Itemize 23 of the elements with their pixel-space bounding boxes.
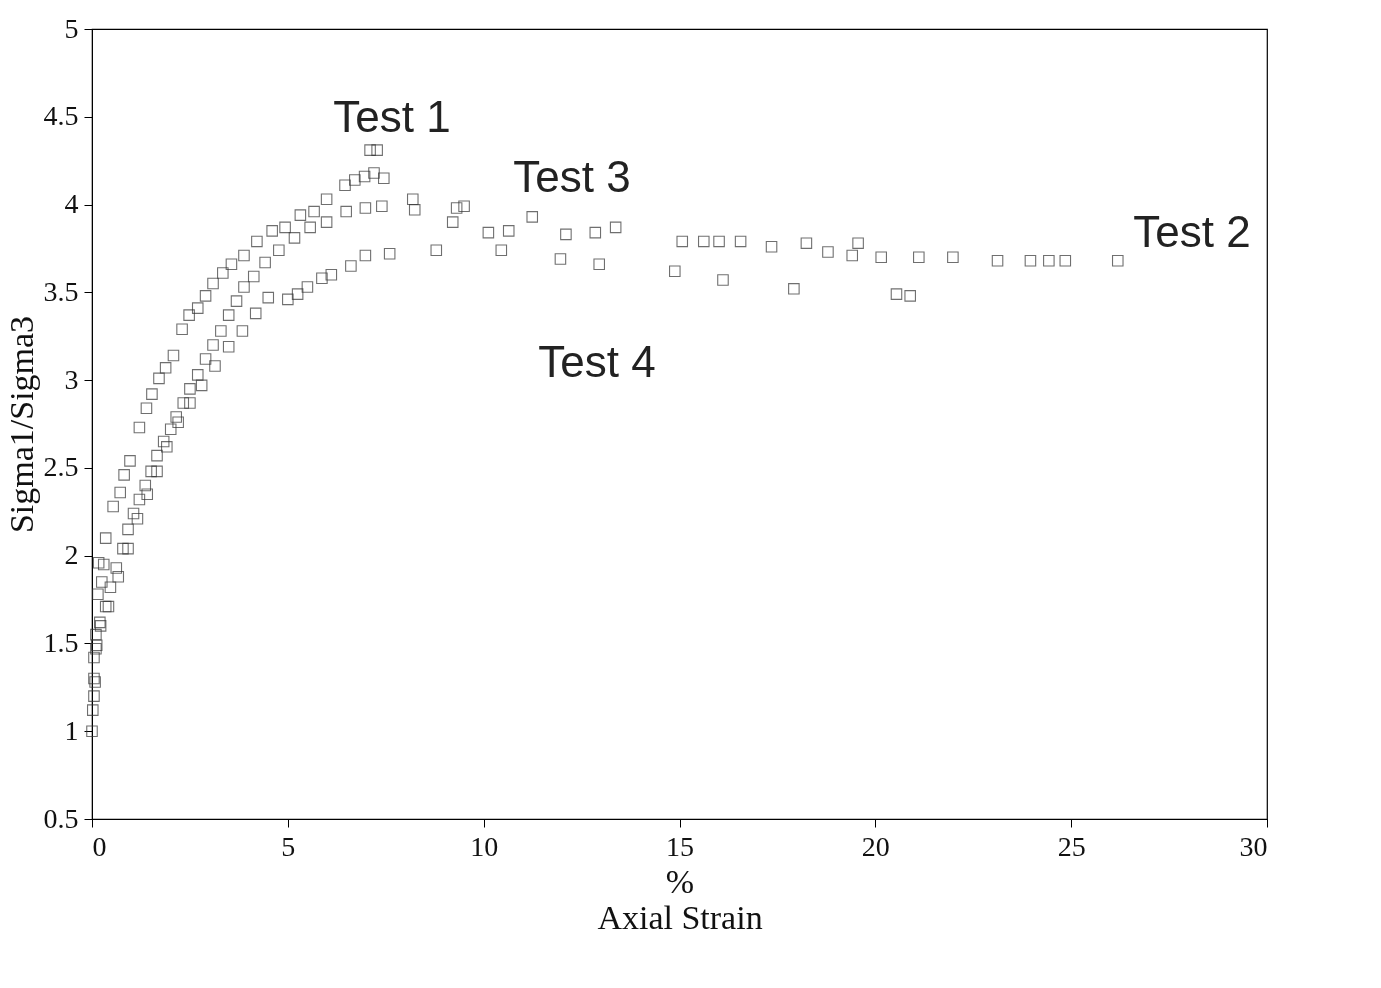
annotation: Test 4 bbox=[538, 337, 656, 386]
annotation: Test 1 bbox=[333, 92, 451, 141]
x-tick-label: 5 bbox=[281, 830, 296, 862]
y-tick-label: 0.5 bbox=[43, 802, 79, 834]
y-tick-label: 4 bbox=[64, 188, 79, 220]
annotation: Test 2 bbox=[1133, 207, 1251, 256]
x-tick-label: 20 bbox=[861, 830, 890, 862]
y-tick-label: 3 bbox=[64, 363, 79, 395]
annotation: Test 3 bbox=[513, 152, 631, 201]
y-tick-label: 2.5 bbox=[43, 451, 79, 483]
x-tick-label: 30 bbox=[1239, 830, 1268, 862]
y-tick-label: 1.5 bbox=[43, 626, 79, 658]
x-tick-label: 15 bbox=[666, 830, 694, 862]
y-tick-label: 4.5 bbox=[43, 100, 79, 132]
y-axis-title: Sigma1/Sigma3 bbox=[2, 315, 40, 534]
x-tick-label: 25 bbox=[1057, 830, 1086, 862]
x-tick-label: 10 bbox=[470, 830, 499, 862]
y-tick-label: 5 bbox=[64, 12, 79, 44]
x-tick-label: 0 bbox=[92, 830, 107, 862]
y-tick-label: 1 bbox=[64, 714, 79, 746]
y-tick-label: 3.5 bbox=[43, 275, 79, 307]
y-tick-label: 2 bbox=[64, 539, 79, 571]
x-axis-title: % Axial Strain bbox=[597, 862, 763, 936]
